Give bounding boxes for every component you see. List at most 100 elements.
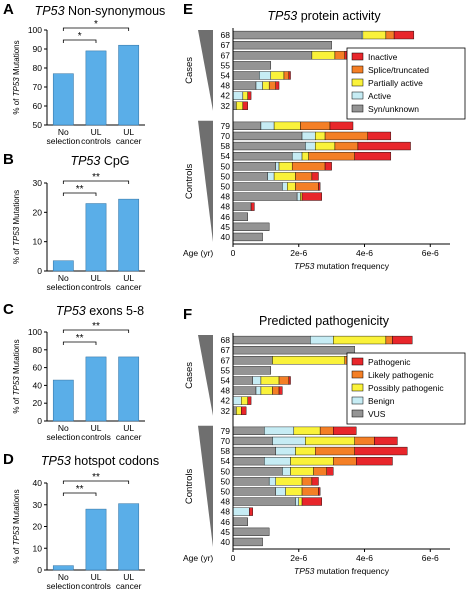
y-tick-label: 20 <box>33 522 43 532</box>
bar-segment <box>354 446 408 456</box>
bar-segment <box>311 477 319 486</box>
significance-label: ** <box>76 333 84 344</box>
group-wedge <box>198 335 213 416</box>
bar-segment <box>301 497 322 506</box>
significance-bracket <box>62 329 130 333</box>
bar <box>118 44 140 126</box>
bar-segment <box>334 141 359 151</box>
legend-label: Syn/unknown <box>368 104 419 114</box>
age-label: 42 <box>221 396 231 406</box>
x-tick-label: 2e-6 <box>290 553 307 563</box>
panel-title: TP53 Non-synonymous <box>35 4 166 18</box>
bar-segment <box>232 41 332 50</box>
bar-segment <box>324 162 332 171</box>
age-label: 68 <box>221 335 231 345</box>
bar-segment <box>272 356 345 365</box>
bar-segment <box>313 467 327 476</box>
panel-c: C TP53 exons 5-8 % of TP53 Mutations 0 20 40 6… <box>3 301 145 442</box>
legend-label: Inactive <box>368 52 398 62</box>
y-axis-label: % of TP53 Mutations <box>12 40 21 114</box>
age-label: 50 <box>221 476 231 486</box>
significance-bracket <box>62 480 130 484</box>
bar-segment <box>232 507 250 516</box>
age-label: 79 <box>221 121 231 131</box>
bar-segment <box>232 182 283 191</box>
bar-segment <box>232 467 283 476</box>
bar-segment <box>385 30 395 40</box>
y-tick-label: 60 <box>33 101 43 111</box>
y-axis-label: % of TP53 Mutations <box>12 190 21 264</box>
panel-e: E TP53 protein activityCasesControls68676… <box>183 1 466 271</box>
x-tick-label: 6e-6 <box>422 553 439 563</box>
bar-segment <box>282 182 288 191</box>
group-wedge <box>198 120 213 242</box>
y-axis-label: % of TP53 Mutations <box>12 339 21 413</box>
bar-segment <box>232 202 252 211</box>
bar-segment <box>293 426 321 435</box>
bar-segment <box>357 141 411 151</box>
bar-segment <box>273 172 296 181</box>
bar-segment <box>268 81 276 90</box>
bar-segment <box>232 356 273 365</box>
age-label: 48 <box>221 202 231 212</box>
x-tick-label: No <box>58 572 69 582</box>
bar-segment <box>362 30 387 40</box>
age-label: 55 <box>221 60 231 70</box>
legend-box <box>346 352 466 425</box>
age-label: 46 <box>221 517 231 527</box>
bar-segment <box>259 71 272 80</box>
x-tick-label: 0 <box>231 553 236 563</box>
bar-segment <box>287 182 296 191</box>
bar-segment <box>232 517 248 526</box>
group-label: Controls <box>184 163 195 199</box>
age-label: 67 <box>221 345 231 355</box>
bar <box>118 356 140 422</box>
bar-segment <box>356 457 393 466</box>
bar-segment <box>275 81 280 90</box>
y-tick-label: 0 <box>37 565 42 575</box>
bar-segment <box>314 141 336 151</box>
bar-segment <box>247 396 252 405</box>
group-label: Cases <box>184 362 195 389</box>
significance-bracket <box>62 27 130 31</box>
bar-segment <box>232 81 257 90</box>
legend-label: VUS <box>368 409 386 419</box>
bar-segment <box>300 121 331 130</box>
age-label: 70 <box>221 131 231 141</box>
bar-segment <box>268 477 276 486</box>
bar-segment <box>232 446 276 456</box>
age-label: 48 <box>221 192 231 202</box>
bar-segment <box>262 81 270 90</box>
legend-label: Benign <box>368 396 395 406</box>
bar-segment <box>232 396 242 405</box>
bar-segment <box>278 376 290 385</box>
bar-segment <box>232 51 313 60</box>
bar-segment <box>283 71 290 80</box>
bar-segment <box>232 366 272 375</box>
age-label: 50 <box>221 486 231 496</box>
panel-a: A TP53 Non-synonymous % of TP53 Mutations 5… <box>3 1 165 146</box>
bar-segment <box>290 467 314 476</box>
legend-swatch <box>351 52 364 61</box>
x-tick-label: UL <box>123 423 134 433</box>
age-label: 50 <box>221 181 231 191</box>
bar-segment <box>311 172 319 181</box>
y-tick-label: 0 <box>37 266 42 276</box>
bar-segment <box>232 141 306 151</box>
bar <box>85 50 107 126</box>
bar-segment <box>275 446 296 456</box>
panel-d: D TP53 hotspot codons % of TP53 Mutations 0… <box>3 451 159 591</box>
x-tick-label: cancer <box>116 136 142 146</box>
y-tick-label: 10 <box>33 237 43 247</box>
bar-segment <box>374 436 398 446</box>
age-label: 54 <box>221 456 231 466</box>
bar-segment <box>232 222 270 231</box>
legend-swatch <box>351 409 364 418</box>
bar-segment <box>334 51 345 60</box>
bar-segment <box>295 497 299 506</box>
bar-segment <box>282 467 291 476</box>
x-tick-label: selection <box>47 432 81 442</box>
bar-segment <box>232 162 276 171</box>
legend-swatch <box>351 396 364 405</box>
